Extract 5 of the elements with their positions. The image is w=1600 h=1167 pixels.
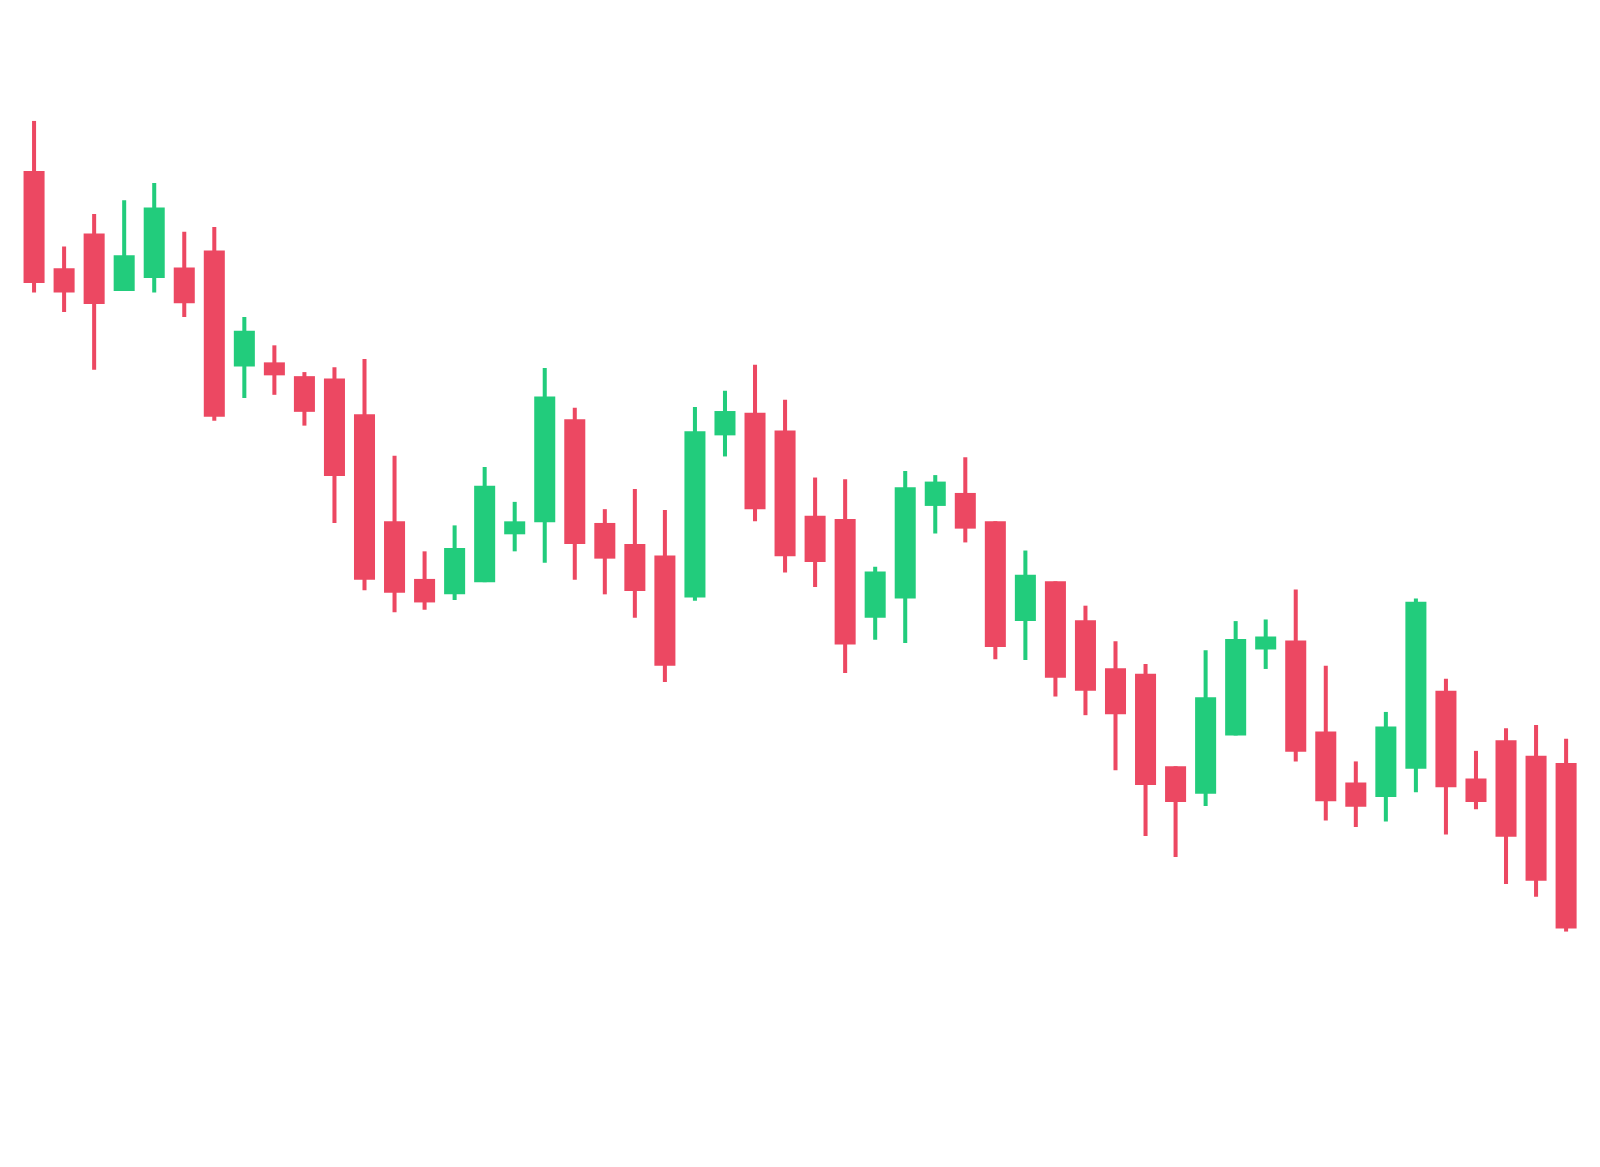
candlestick [263, 345, 285, 395]
candlestick [414, 551, 436, 610]
candlestick [1255, 619, 1277, 669]
candlestick [504, 501, 526, 552]
candlestick [1465, 750, 1487, 810]
